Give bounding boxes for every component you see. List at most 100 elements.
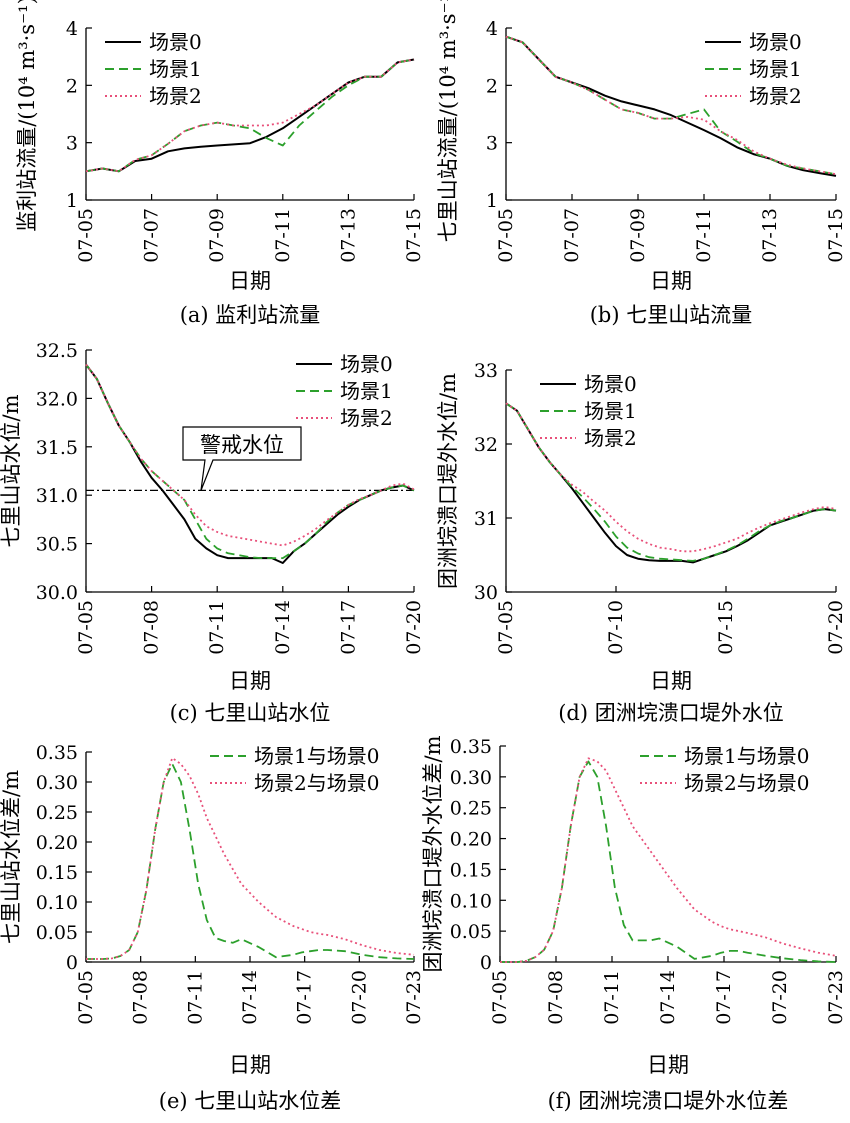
x-tick-label: 07-17 — [294, 970, 316, 1025]
series-line-0 — [85, 58, 415, 173]
legend-label: 场景2 — [340, 406, 393, 430]
x-tick-label: 07-20 — [403, 600, 425, 655]
chart-panel-e: 07-05 07-08 07-11 07-14 07-17 07-20 07-23 0 0.05… — [0, 742, 425, 1113]
x-tick-label: 07-14 — [272, 600, 294, 655]
y-tick-label: 4 — [66, 18, 78, 40]
y-tick-label: 31.0 — [36, 485, 78, 507]
legend-label: 场景2 — [149, 84, 202, 108]
y-tick-label: 30.0 — [36, 582, 78, 604]
x-tick-label: 07-07 — [561, 208, 583, 263]
x-tick-label: 07-17 — [337, 600, 359, 655]
legend-label: 场景2 — [584, 426, 637, 450]
y-tick-label: 30.5 — [36, 534, 78, 556]
y-tick-label: 30 — [474, 582, 498, 604]
y-axis-label: 七里山站水位/m — [0, 394, 23, 547]
panel-caption: (c) 七里山站水位 — [170, 701, 331, 725]
panel-caption: (b) 七里山站流量 — [590, 303, 753, 327]
chart-panel-b: 07-05 07-07 07-09 07-11 07-13 07-15 1 3 2 4 场景0 场景1… — [436, 0, 847, 327]
y-tick-label: 3 — [66, 133, 78, 155]
chart-panel-c: 07-05 07-08 07-11 07-14 07-17 07-20 30.0 30.5 31… — [0, 340, 425, 725]
legend-label: 场景1与场景0 — [684, 744, 809, 768]
y-tick-label: 0.25 — [36, 802, 78, 824]
y-tick-label: 32.0 — [36, 388, 78, 410]
y-tick-label: 2 — [486, 75, 498, 97]
panel-caption: (d) 团洲垸溃口堤外水位 — [558, 701, 784, 725]
x-tick-label: 07-11 — [184, 970, 206, 1025]
y-tick-label: 31 — [474, 508, 498, 530]
x-tick-label: 07-20 — [348, 970, 370, 1025]
legend-label: 场景2与场景0 — [254, 771, 379, 795]
y-axis-label: 团洲垸溃口堤外水位/m — [436, 373, 460, 589]
x-tick-label: 07-05 — [495, 600, 517, 655]
series-line-2 — [85, 58, 415, 173]
legend-label: 场景0 — [584, 372, 637, 396]
y-tick-label: 0.20 — [450, 829, 492, 851]
x-tick-label: 07-11 — [206, 600, 228, 655]
x-tick-label: 07-20 — [769, 970, 791, 1025]
legend-label: 场景0 — [749, 30, 802, 54]
y-tick-label: 33 — [474, 360, 498, 382]
series-line-0 — [500, 760, 837, 963]
y-tick-label: 0.10 — [450, 890, 492, 912]
x-axis-label: 日期 — [650, 269, 692, 293]
y-tick-label: 0.30 — [450, 767, 492, 789]
x-axis-label: 日期 — [229, 1053, 271, 1077]
series-line-0 — [86, 763, 415, 960]
x-tick-label: 07-15 — [825, 208, 847, 263]
y-tick-label: 0.25 — [450, 798, 492, 820]
x-tick-label: 07-08 — [141, 600, 163, 655]
x-axis-label: 日期 — [229, 669, 271, 693]
x-tick-label: 07-05 — [75, 208, 97, 263]
x-tick-label: 07-05 — [495, 208, 517, 263]
x-tick-label: 07-08 — [130, 970, 152, 1025]
x-tick-label: 07-14 — [239, 970, 261, 1025]
x-tick-label: 07-13 — [337, 208, 359, 263]
chart-panel-d: 07-05 07-10 07-15 07-20 30 31 32 33 场景0 场景1 场景2 日期 团… — [436, 360, 847, 725]
x-tick-label: 07-05 — [75, 600, 97, 655]
y-axis-label: 七里山站水位差/m — [0, 770, 23, 944]
x-tick-label: 07-09 — [206, 208, 228, 263]
series-line-1 — [85, 58, 415, 173]
warning-callout-box — [182, 426, 302, 491]
x-tick-label: 07-10 — [605, 600, 627, 655]
y-axis-label: 监利站流量/(10⁴ m³·s⁻¹) — [15, 0, 39, 232]
panel-caption: (e) 七里山站水位差 — [159, 1089, 342, 1113]
x-tick-label: 07-23 — [825, 970, 847, 1025]
legend-label: 场景1 — [340, 379, 393, 403]
y-tick-label: 0.35 — [450, 736, 492, 758]
x-tick-label: 07-13 — [759, 208, 781, 263]
x-tick-label: 07-15 — [403, 208, 425, 263]
chart-panel-a: 07-05 07-07 07-09 07-11 07-13 07-15 1 3 2 4 场景0 场景1… — [15, 0, 425, 327]
y-tick-label: 31.5 — [36, 437, 78, 459]
y-tick-label: 0.05 — [36, 922, 78, 944]
x-axis-label: 日期 — [647, 1053, 689, 1077]
y-tick-label: 0.20 — [36, 832, 78, 854]
x-tick-label: 07-11 — [693, 208, 715, 263]
y-tick-label: 3 — [486, 133, 498, 155]
y-tick-label: 0 — [66, 952, 78, 974]
y-tick-label: 0.15 — [36, 862, 78, 884]
y-tick-label: 32 — [474, 434, 498, 456]
series-line-2 — [505, 35, 837, 176]
y-tick-label: 0.30 — [36, 772, 78, 794]
y-tick-label: 1 — [66, 190, 78, 212]
x-tick-label: 07-05 — [75, 970, 97, 1025]
legend-label: 场景0 — [149, 30, 202, 54]
x-tick-label: 07-07 — [141, 208, 163, 263]
x-tick-label: 07-23 — [403, 970, 425, 1025]
series-line-1 — [85, 363, 415, 559]
legend-label: 场景1 — [749, 57, 802, 81]
x-tick-label: 07-11 — [272, 208, 294, 263]
panel-caption: (a) 监利站流量 — [180, 303, 321, 327]
panel-caption: (f) 团洲垸溃口堤外水位差 — [548, 1089, 789, 1113]
y-tick-label: 0 — [480, 952, 492, 974]
series-line-2 — [505, 402, 837, 553]
y-tick-label: 0.05 — [450, 921, 492, 943]
y-tick-label: 0.15 — [450, 859, 492, 881]
x-tick-label: 07-05 — [489, 970, 511, 1025]
legend-label: 场景2 — [749, 84, 802, 108]
series-line-1 — [500, 757, 837, 963]
x-tick-label: 07-17 — [713, 970, 735, 1025]
y-tick-label: 32.5 — [36, 340, 78, 362]
